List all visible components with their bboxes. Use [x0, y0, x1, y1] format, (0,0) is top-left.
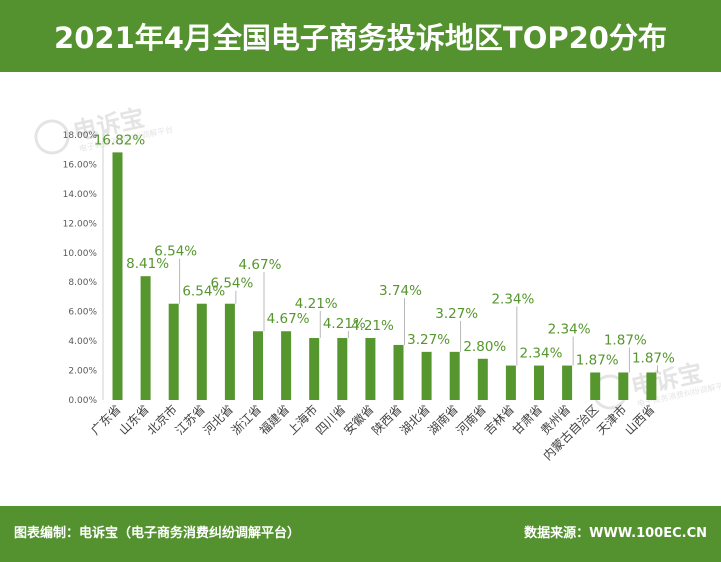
data-label: 3.74%	[379, 283, 422, 299]
bar	[421, 351, 432, 400]
data-label: 2.34%	[491, 292, 534, 308]
data-labels: 16.82%8.41%6.54%6.54%6.54%4.67%4.67%4.21…	[94, 132, 675, 368]
y-tick-label: 16.00%	[63, 160, 98, 170]
x-tick-label: 安徽省	[340, 402, 376, 438]
x-axis-labels: 广东省山东省北京市江苏省河北省浙江省福建省上海市四川省安徽省陕西省湖北省湖南省河…	[88, 402, 657, 464]
data-label: 8.41%	[126, 256, 169, 272]
data-label: 6.54%	[210, 276, 253, 292]
bar	[505, 365, 516, 400]
bar	[618, 372, 629, 400]
data-label: 1.87%	[632, 350, 675, 366]
x-tick-label: 陕西省	[369, 402, 405, 438]
data-label: 2.34%	[548, 322, 591, 338]
data-label: 4.21%	[295, 296, 338, 312]
y-tick-label: 10.00%	[63, 249, 98, 259]
bar	[562, 365, 573, 400]
x-tick-label: 甘肃省	[510, 402, 545, 437]
bar	[112, 152, 123, 400]
data-label: 6.54%	[182, 284, 225, 300]
chart-title-banner: 2021年4月全国电子商务投诉地区TOP20分布	[0, 0, 721, 72]
x-tick-label: 河南省	[453, 402, 489, 438]
bar	[534, 365, 544, 400]
x-tick-label: 浙江省	[229, 402, 264, 437]
bar	[646, 372, 657, 400]
x-tick-label: 福建省	[256, 402, 292, 438]
data-label: 16.82%	[94, 132, 146, 148]
x-tick-label: 河北省	[201, 402, 236, 437]
data-label: 3.27%	[435, 306, 478, 322]
bar	[140, 276, 151, 400]
bar	[449, 351, 460, 400]
y-tick-label: 14.00%	[63, 190, 98, 200]
y-tick-label: 6.00%	[68, 308, 97, 318]
bars	[112, 152, 657, 400]
bar	[337, 338, 348, 400]
bar	[224, 303, 235, 400]
bar	[393, 344, 404, 400]
x-tick-label: 湖北省	[397, 402, 433, 438]
x-tick-label: 湖南省	[425, 402, 461, 438]
chart-title: 2021年4月全国电子商务投诉地区TOP20分布	[54, 21, 667, 55]
x-tick-label: 四川省	[313, 402, 348, 437]
x-tick-label: 上海市	[284, 402, 320, 438]
bar	[590, 372, 601, 400]
x-tick-label: 北京市	[144, 402, 180, 438]
data-label: 2.34%	[520, 346, 563, 362]
data-label: 3.27%	[407, 332, 450, 348]
x-tick-label: 江苏省	[173, 402, 208, 437]
chart-area: 电诉宝 电子商务消费纠纷调解平台 电诉宝 电子商务消费纠纷调解平台 0.00% 2.00…	[0, 72, 721, 506]
data-label: 4.67%	[239, 257, 282, 273]
data-label: 2.80%	[463, 339, 506, 355]
y-tick-label: 18.00%	[63, 131, 98, 141]
data-label: 1.87%	[604, 332, 647, 348]
x-tick-label: 吉林省	[482, 402, 517, 437]
label-leader-lines	[179, 258, 658, 373]
y-tick-label: 8.00%	[68, 278, 97, 288]
bar	[309, 338, 320, 400]
x-tick-label: 山东省	[116, 402, 151, 437]
data-source: 数据来源：WWW.100EC.CN	[524, 526, 707, 541]
x-tick-label: 广东省	[88, 402, 123, 437]
bar	[253, 331, 263, 400]
data-label: 6.54%	[154, 244, 197, 260]
data-label: 4.67%	[267, 311, 310, 327]
y-axis: 0.00% 2.00% 4.00% 6.00% 8.00% 10.00% 12.00% 14.…	[63, 131, 104, 406]
data-label: 4.21%	[351, 318, 394, 334]
y-tick-label: 4.00%	[68, 337, 97, 347]
y-tick-label: 0.00%	[68, 396, 97, 406]
bar	[168, 303, 179, 400]
data-label: 1.87%	[576, 352, 619, 368]
bar	[196, 303, 207, 400]
bar	[365, 338, 376, 400]
footer-bar: 图表编制：电诉宝（电子商务消费纠纷调解平台） 数据来源：WWW.100EC.CN	[0, 506, 721, 562]
data-label: 4.21%	[323, 316, 366, 332]
bar	[281, 331, 292, 400]
y-tick-label: 2.00%	[68, 367, 97, 377]
bar	[477, 358, 488, 400]
y-tick-label: 12.00%	[63, 219, 98, 229]
chart-credit: 图表编制：电诉宝（电子商务消费纠纷调解平台）	[14, 526, 301, 541]
